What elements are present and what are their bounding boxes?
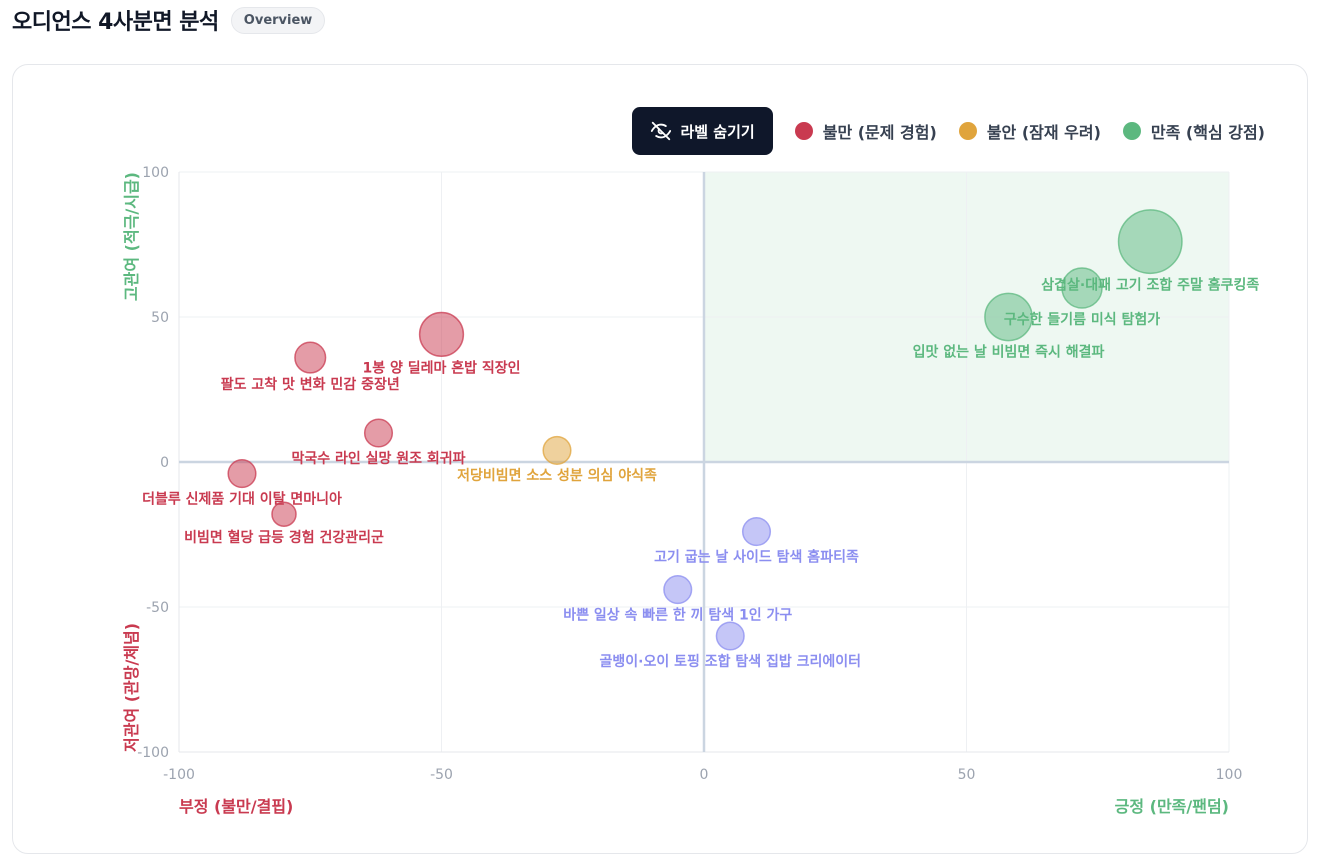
point-label: 비빔면 혈당 급등 경험 건강관리군: [184, 529, 384, 546]
point-label: 고기 굽는 날 사이드 탐색 홈파티족: [654, 548, 859, 565]
point-label: 더블루 신제품 기대 이탈 면마니아: [142, 490, 342, 507]
legend-item-anxious[interactable]: 불안 (잠재 우려): [958, 119, 1101, 143]
y-axis-title-negative: 저관여 (관망/체념): [122, 623, 141, 752]
x-axis-title-positive: 긍정 (만족/팬덤): [1115, 797, 1229, 816]
bubble-dissatisfied: [227, 459, 257, 489]
x-axis-title-negative: 부정 (불만/결핍): [179, 797, 293, 816]
point-label: 막국수 라인 실망 원조 회귀파: [291, 450, 465, 467]
legend-label-dissatisfied: 불만 (문제 경험): [822, 123, 937, 142]
legend-dot-dissatisfied: [794, 122, 813, 140]
bubble-neutral: [663, 575, 693, 605]
legend-dot-satisfied: [1122, 122, 1141, 140]
bubble-dissatisfied: [363, 418, 394, 448]
bubble-satisfied: [1117, 209, 1183, 275]
bubble-neutral: [741, 517, 772, 547]
legend-item-satisfied[interactable]: 만족 (핵심 강점): [1122, 119, 1265, 143]
point-label: 입맛 없는 날 비빔면 즉시 해결파: [913, 344, 1105, 361]
point-label: 골뱅이·오이 토핑 조합 탐색 집밥 크리에이터: [599, 653, 861, 670]
x-tick-label: -100: [163, 767, 195, 783]
toggle-labels-label: 라벨 숨기기: [680, 122, 755, 141]
bubble-dissatisfied: [418, 311, 465, 358]
x-tick-label: 50: [958, 767, 976, 783]
page-header: 오디언스 4사분면 분석 Overview: [12, 4, 326, 36]
point-label: 1봉 양 딜레마 혼밥 직장인: [362, 359, 520, 376]
chart-card: [12, 64, 1308, 854]
bubble-satisfied: [1061, 267, 1103, 309]
legend-dot-anxious: [958, 122, 977, 140]
point-label: 바쁜 일상 속 빠른 한 끼 탐색 1인 가구: [563, 606, 792, 623]
legend-item-dissatisfied[interactable]: 불만 (문제 경험): [794, 119, 937, 143]
x-tick-label: -50: [430, 767, 453, 783]
point-label: 저당비빔면 소스 성분 의심 야식족: [457, 467, 657, 484]
point-label: 구수한 들기름 미식 탐험가: [1004, 311, 1160, 328]
y-axis-title-positive: 고관여 (적극/시급): [122, 172, 141, 301]
bubble-dissatisfied: [271, 501, 297, 527]
overview-badge[interactable]: Overview: [230, 6, 326, 34]
point-label: 팔도 고착 맛 변화 민감 중장년: [221, 376, 400, 393]
x-tick-label: 0: [700, 767, 709, 783]
y-tick-label: -50: [146, 600, 169, 616]
point-label: 삼겹살·대패 고기 조합 주말 홈쿠킹족: [1041, 276, 1259, 293]
bubble-anxious: [542, 435, 572, 465]
page-title: 오디언스 4사분면 분석: [12, 10, 219, 35]
eye-off-icon: [651, 121, 672, 141]
toggle-labels-button[interactable]: 라벨 숨기기: [632, 107, 773, 155]
y-tick-label: 0: [160, 455, 169, 471]
legend-label-anxious: 불안 (잠재 우려): [986, 123, 1101, 142]
y-tick-label: 100: [142, 165, 169, 181]
y-tick-label: -100: [137, 745, 169, 761]
bubble-neutral: [715, 621, 745, 651]
chart-toolbar: 라벨 숨기기 불만 (문제 경험) 불안 (잠재 우려) 만족 (핵심 강점): [632, 107, 1265, 155]
legend-label-satisfied: 만족 (핵심 강점): [1150, 123, 1265, 142]
bubble-satisfied: [984, 292, 1033, 342]
bubble-dissatisfied: [294, 341, 327, 374]
y-tick-label: 50: [151, 310, 169, 326]
x-tick-label: 100: [1216, 767, 1243, 783]
